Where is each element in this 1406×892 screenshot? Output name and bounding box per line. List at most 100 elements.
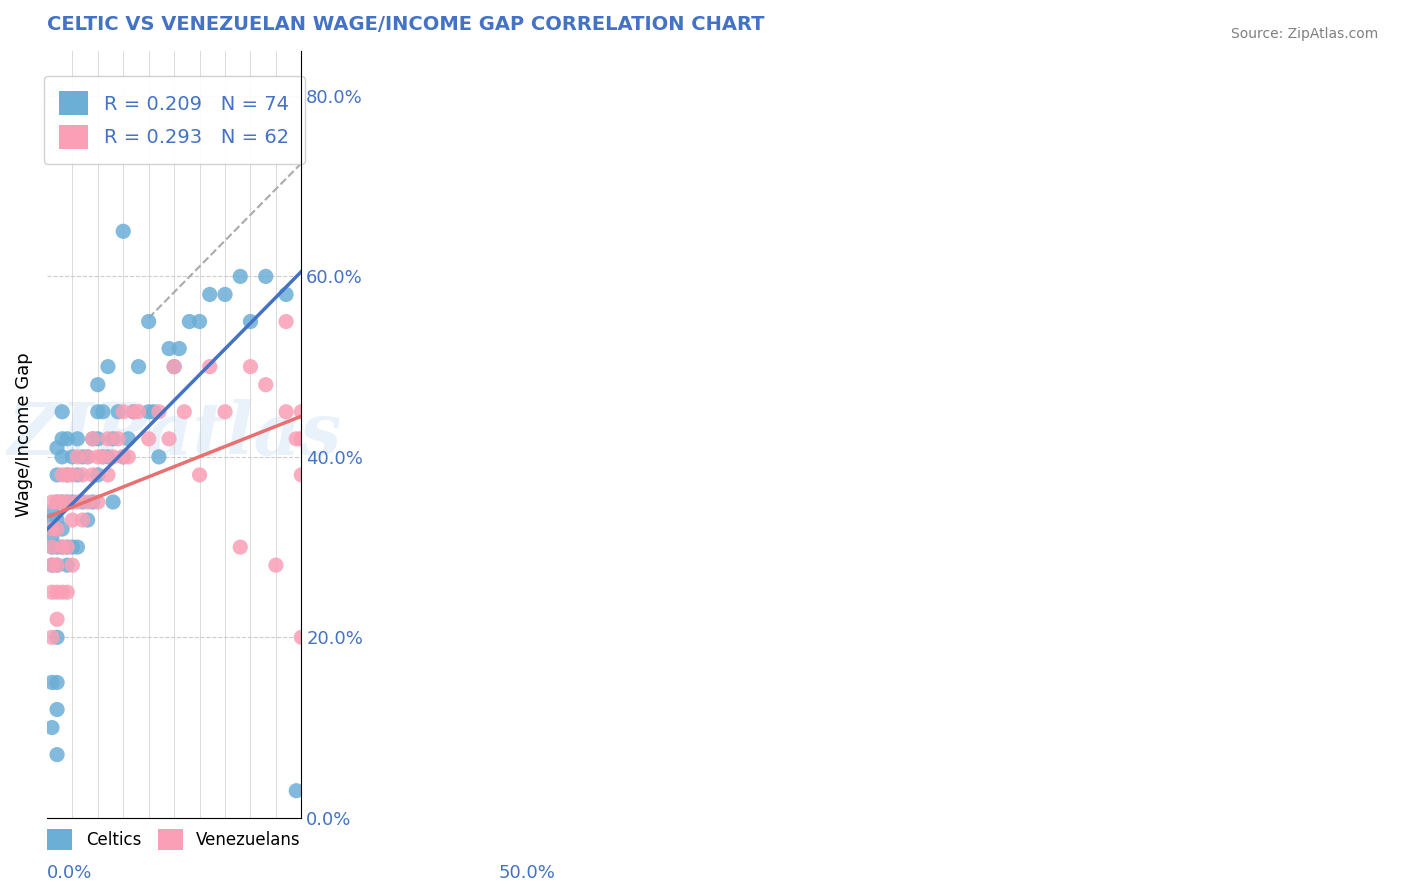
Point — [157, 432, 180, 446]
Point — [46, 612, 69, 626]
Point — [239, 359, 262, 374]
Point — [128, 359, 150, 374]
Point — [76, 450, 98, 464]
Point — [51, 495, 73, 509]
Point — [101, 450, 124, 464]
Point — [41, 558, 63, 573]
Point — [97, 359, 120, 374]
Text: 50.0%: 50.0% — [499, 863, 555, 882]
Point — [56, 495, 79, 509]
Point — [56, 495, 79, 509]
Legend: Celtics, Venezuelans: Celtics, Venezuelans — [34, 816, 314, 863]
Point — [60, 540, 83, 554]
Point — [46, 558, 69, 573]
Point — [122, 405, 145, 419]
Point — [87, 432, 110, 446]
Text: ZIPatlas: ZIPatlas — [7, 399, 342, 470]
Point — [112, 450, 135, 464]
Point — [41, 522, 63, 536]
Point — [128, 405, 150, 419]
Point — [163, 359, 186, 374]
Point — [163, 359, 186, 374]
Point — [66, 450, 89, 464]
Point — [122, 405, 145, 419]
Point — [274, 405, 297, 419]
Point — [60, 513, 83, 527]
Point — [72, 495, 94, 509]
Point — [60, 450, 83, 464]
Point — [274, 314, 297, 328]
Point — [87, 377, 110, 392]
Point — [179, 314, 201, 328]
Point — [60, 467, 83, 482]
Point — [173, 405, 195, 419]
Point — [41, 721, 63, 735]
Point — [198, 359, 221, 374]
Point — [254, 377, 277, 392]
Point — [46, 675, 69, 690]
Point — [167, 342, 190, 356]
Point — [56, 467, 79, 482]
Point — [290, 467, 312, 482]
Point — [112, 224, 135, 238]
Point — [285, 783, 308, 797]
Point — [51, 540, 73, 554]
Point — [188, 467, 211, 482]
Point — [46, 540, 69, 554]
Point — [87, 467, 110, 482]
Point — [56, 540, 79, 554]
Point — [274, 287, 297, 301]
Point — [290, 405, 312, 419]
Point — [72, 467, 94, 482]
Point — [82, 432, 104, 446]
Point — [229, 269, 252, 284]
Point — [41, 513, 63, 527]
Point — [66, 540, 89, 554]
Point — [46, 585, 69, 599]
Point — [46, 747, 69, 762]
Point — [290, 432, 312, 446]
Point — [66, 432, 89, 446]
Point — [41, 675, 63, 690]
Point — [41, 585, 63, 599]
Point — [97, 450, 120, 464]
Point — [138, 314, 160, 328]
Point — [87, 495, 110, 509]
Point — [254, 269, 277, 284]
Point — [82, 495, 104, 509]
Point — [41, 495, 63, 509]
Point — [290, 630, 312, 644]
Point — [285, 432, 308, 446]
Point — [51, 405, 73, 419]
Point — [112, 450, 135, 464]
Point — [41, 504, 63, 518]
Point — [51, 522, 73, 536]
Point — [101, 495, 124, 509]
Point — [72, 513, 94, 527]
Point — [51, 585, 73, 599]
Point — [117, 432, 139, 446]
Text: Source: ZipAtlas.com: Source: ZipAtlas.com — [1230, 27, 1378, 41]
Point — [56, 432, 79, 446]
Point — [56, 558, 79, 573]
Point — [101, 432, 124, 446]
Point — [51, 495, 73, 509]
Point — [41, 630, 63, 644]
Point — [66, 495, 89, 509]
Point — [46, 495, 69, 509]
Point — [117, 450, 139, 464]
Point — [229, 540, 252, 554]
Point — [82, 432, 104, 446]
Point — [56, 540, 79, 554]
Point — [46, 495, 69, 509]
Point — [91, 405, 114, 419]
Point — [41, 531, 63, 545]
Point — [41, 540, 63, 554]
Point — [56, 467, 79, 482]
Point — [46, 467, 69, 482]
Point — [198, 287, 221, 301]
Point — [142, 405, 165, 419]
Point — [97, 467, 120, 482]
Point — [138, 405, 160, 419]
Y-axis label: Wage/Income Gap: Wage/Income Gap — [15, 352, 32, 516]
